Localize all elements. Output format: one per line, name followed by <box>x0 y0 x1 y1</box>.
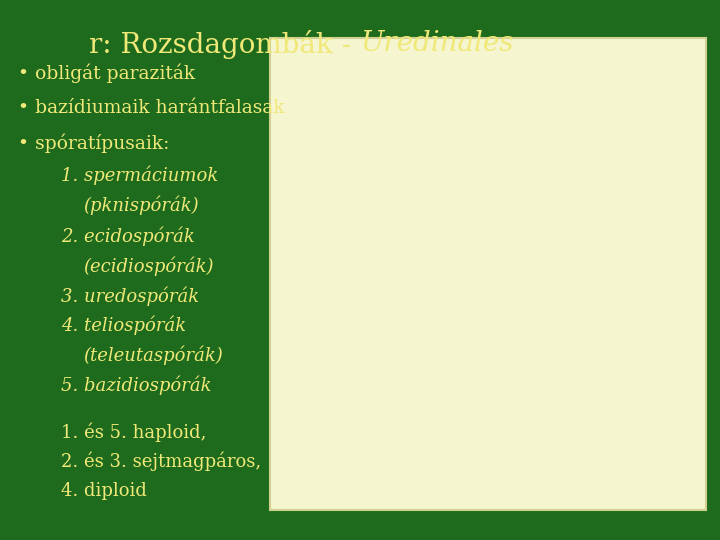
Text: • obligát paraziták: • obligát paraziták <box>18 63 195 83</box>
Text: • bazídiumaik harántfalasak: • bazídiumaik harántfalasak <box>18 99 284 117</box>
Text: (pknispórák): (pknispórák) <box>83 195 199 215</box>
Text: • spóratípusaik:: • spóratípusaik: <box>18 133 169 153</box>
Bar <box>270 38 706 510</box>
Text: 2. és 3. sejtmagpáros,: 2. és 3. sejtmagpáros, <box>61 452 261 471</box>
Text: Uredinales: Uredinales <box>360 30 513 57</box>
Text: r: Rozsdagombák -: r: Rozsdagombák - <box>89 30 360 59</box>
Text: 1. spermáciumok: 1. spermáciumok <box>61 166 218 185</box>
Text: (ecidiospórák): (ecidiospórák) <box>83 256 213 276</box>
Text: 4. teliospórák: 4. teliospórák <box>61 316 186 335</box>
Text: 5. bazidiospórák: 5. bazidiospórák <box>61 375 212 395</box>
Text: 2. ecidospórák: 2. ecidospórák <box>61 227 195 246</box>
Text: 1. és 5. haploid,: 1. és 5. haploid, <box>61 422 207 442</box>
Text: (teleutaspórák): (teleutaspórák) <box>83 346 222 365</box>
Text: 4. diploid: 4. diploid <box>61 482 147 501</box>
Text: 3. uredospórák: 3. uredospórák <box>61 286 199 306</box>
